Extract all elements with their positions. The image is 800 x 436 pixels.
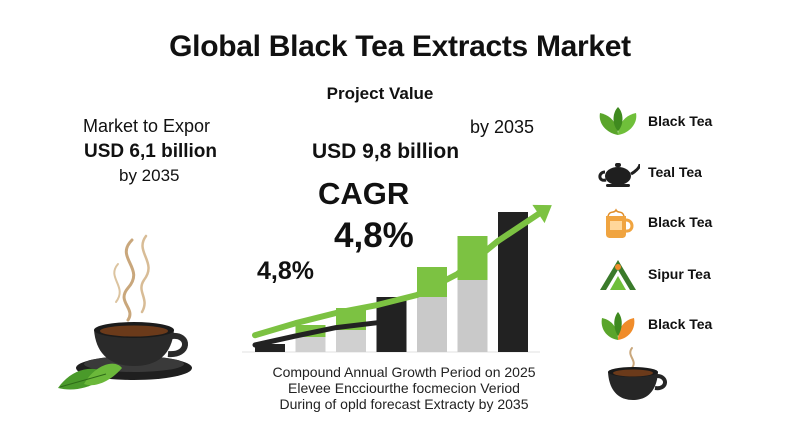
- trend-line: [252, 211, 542, 339]
- trend-arrowhead: [532, 204, 552, 224]
- footnote-line-2: Elevee Encciourthe focmecion Veriod: [288, 380, 520, 396]
- bar-base: [336, 330, 366, 352]
- legend-label: Teal Tea: [648, 164, 702, 180]
- footnote-line-3: During of opld forecast Extracty by 2035: [279, 396, 529, 412]
- footnote-line-1: Compound Annual Growth Period on 2025: [272, 364, 536, 380]
- tea-leaf-icon: [601, 312, 635, 340]
- tea-leaves-icon: [599, 107, 637, 135]
- legend-item-black-tea-1: Black Tea: [596, 105, 796, 139]
- cagr-value-large: 4,8%: [334, 216, 414, 255]
- legend-item-black-tea-2: Black Tea: [596, 206, 796, 240]
- legend-item-sipur-tea: Sipur Tea: [596, 258, 796, 292]
- page-title: Global Black Tea Extracts Market: [169, 30, 631, 63]
- tea-cup-small-icon: [608, 347, 667, 400]
- right-stat-year: by 2035: [470, 117, 535, 137]
- left-stat-year: by 2035: [119, 166, 180, 185]
- left-stat-label: Market to Expor: [83, 116, 211, 136]
- dark-trend-line: [252, 320, 379, 348]
- bar-base: [417, 297, 447, 352]
- legend-label: Black Tea: [648, 113, 713, 129]
- tea-bag-cup-icon: [606, 208, 634, 238]
- right-stat-value: USD 9,8 billion: [312, 140, 460, 163]
- cagr-value-small: 4,8%: [257, 257, 314, 285]
- legend-item-black-tea-3: Black Tea: [596, 308, 796, 342]
- page-subtitle: Project Value: [326, 84, 434, 103]
- mountain-tea-icon: [600, 260, 636, 290]
- legend-label: Black Tea: [648, 214, 713, 230]
- legend-item-teal-tea: Teal Tea: [596, 156, 796, 190]
- tea-cup-icon: [58, 234, 192, 390]
- left-stat-value: USD 6,1 billion: [84, 141, 218, 162]
- bar-base: [295, 337, 326, 352]
- bar-base: [457, 280, 488, 352]
- legend-label: Sipur Tea: [648, 266, 711, 282]
- bar-base: [255, 344, 285, 352]
- cagr-label: CAGR: [318, 176, 410, 211]
- teapot-icon: [598, 163, 640, 187]
- legend-label: Black Tea: [648, 316, 713, 332]
